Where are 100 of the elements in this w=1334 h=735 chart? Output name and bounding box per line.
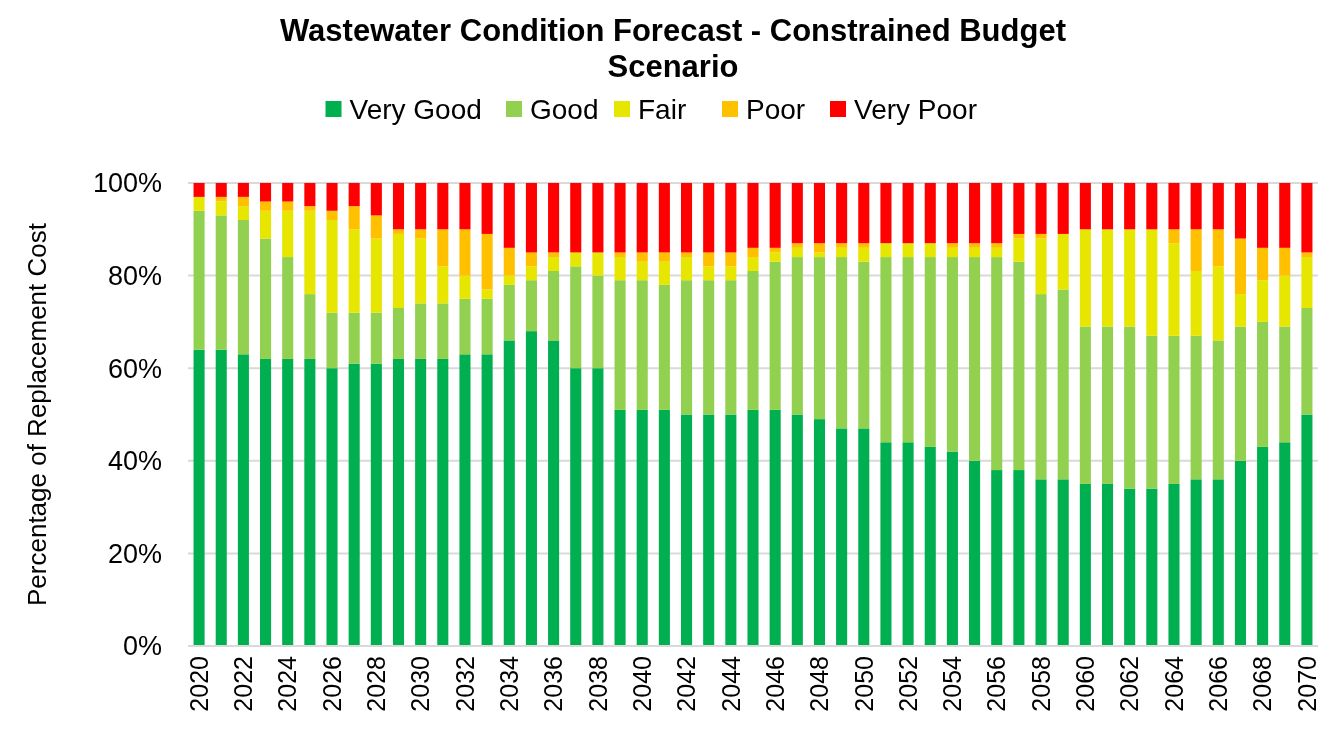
bar <box>193 210 205 350</box>
bar <box>370 312 382 364</box>
bar <box>1212 479 1224 646</box>
bar <box>1146 488 1158 646</box>
bar <box>282 257 294 359</box>
bar <box>680 252 693 258</box>
bar <box>791 414 803 646</box>
bar <box>459 183 471 230</box>
bar <box>725 252 737 267</box>
bar <box>370 215 382 239</box>
bar <box>260 238 272 359</box>
bar <box>481 289 493 299</box>
x-tick-label: 2040 <box>627 656 656 712</box>
bar <box>813 257 826 420</box>
bar <box>304 294 316 359</box>
bar <box>459 275 471 299</box>
bar <box>548 183 560 253</box>
bar <box>260 183 272 202</box>
bar <box>813 243 826 253</box>
bar <box>858 428 870 646</box>
bar <box>415 183 427 230</box>
legend-label: Fair <box>638 94 687 125</box>
bar <box>1146 229 1158 336</box>
bar <box>1013 233 1025 239</box>
bar <box>791 183 803 244</box>
bar <box>747 257 759 271</box>
legend-label: Poor <box>746 94 806 125</box>
x-tick-label: 2068 <box>1248 656 1277 712</box>
bar <box>193 196 205 211</box>
bar <box>326 210 338 221</box>
y-tick-label: 80% <box>107 261 162 292</box>
bar <box>725 266 737 281</box>
y-tick-label: 0% <box>122 631 162 662</box>
bar <box>991 183 1003 244</box>
bar <box>1257 247 1269 281</box>
bar <box>769 183 781 248</box>
bar <box>525 183 537 253</box>
bar <box>880 257 892 443</box>
bar <box>991 243 1003 248</box>
bar <box>614 257 626 281</box>
bar <box>1124 229 1136 327</box>
y-tick-label: 20% <box>107 538 162 569</box>
bar <box>1013 470 1025 646</box>
bar <box>1168 183 1180 230</box>
bar <box>1234 460 1246 646</box>
bar <box>836 257 848 429</box>
bar <box>260 210 272 239</box>
bar <box>237 183 249 197</box>
bar <box>1257 446 1269 646</box>
bar <box>415 229 427 239</box>
x-tick-label: 2030 <box>406 656 435 712</box>
bar <box>437 183 449 230</box>
bar <box>503 183 515 248</box>
y-tick-label: 100% <box>92 168 162 199</box>
bar <box>1212 340 1224 480</box>
bar <box>614 280 626 410</box>
bar <box>415 238 427 304</box>
bar <box>1057 289 1069 480</box>
bar <box>525 266 537 281</box>
bar <box>880 442 892 646</box>
bar <box>1301 257 1313 309</box>
bar <box>636 183 648 253</box>
bar <box>924 183 936 244</box>
bar <box>703 183 715 253</box>
bar <box>548 252 560 258</box>
bar <box>1124 326 1136 489</box>
x-tick-label: 2022 <box>229 656 258 712</box>
bar <box>725 280 737 415</box>
bar <box>1101 483 1114 646</box>
bar <box>215 196 227 202</box>
bar <box>1212 183 1224 230</box>
bar <box>282 183 294 202</box>
bar <box>769 409 781 646</box>
chart-title: Wastewater Condition Forecast - Constrained Budget Scenario <box>280 13 1066 84</box>
bar <box>658 183 670 253</box>
bar <box>1168 229 1180 244</box>
bar <box>415 303 427 359</box>
bar <box>459 229 471 276</box>
bar <box>969 460 981 646</box>
bar <box>437 303 449 359</box>
bar <box>1234 294 1246 327</box>
bar <box>813 419 826 646</box>
bar <box>924 446 936 646</box>
bar <box>703 280 715 415</box>
bar <box>437 358 449 646</box>
bar <box>680 280 693 415</box>
x-tick-label: 2020 <box>184 656 213 712</box>
bar <box>636 252 648 262</box>
bar <box>1301 308 1313 415</box>
bar <box>747 247 759 258</box>
bar <box>880 243 892 258</box>
bar <box>836 183 848 244</box>
x-tick-label: 2026 <box>317 656 346 712</box>
bar <box>1035 238 1047 295</box>
bar <box>1146 335 1158 489</box>
x-tick-label: 2050 <box>849 656 878 712</box>
bar <box>1279 326 1291 443</box>
x-tick-label: 2066 <box>1204 656 1233 712</box>
bar <box>1279 275 1291 327</box>
bar <box>1190 183 1202 230</box>
